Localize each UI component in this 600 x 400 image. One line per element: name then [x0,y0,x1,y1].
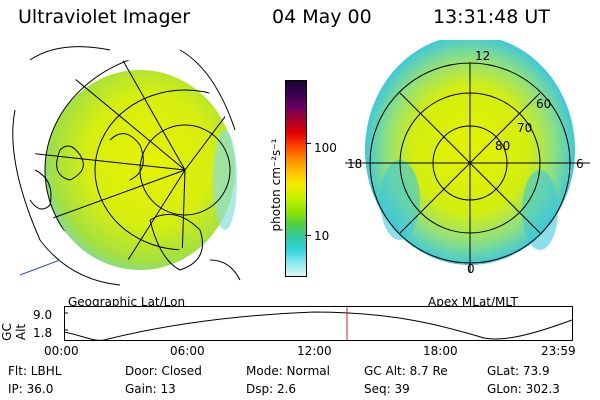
mlt-label-6: 6 [576,157,584,171]
info-glat: GLat: 73.9 [487,364,550,378]
altitude-curve [64,311,573,341]
alt-xtick-1800: 18:00 [423,344,458,358]
info-ip: IP: 36.0 [8,382,54,396]
lat-label-60: 60 [536,97,551,111]
info-glon: GLon: 302.3 [487,382,560,396]
alt-xtick-0600: 06:00 [170,344,205,358]
time-label: 13:31:48 UT [433,6,550,28]
alt-plot-ylabel: GC Alt [0,323,28,341]
colorbar-tick-mark [305,235,311,236]
lat-label-70: 70 [517,121,532,135]
apex-label: Apex MLat/MLT [428,295,518,309]
mlt-label-0: 0 [467,262,475,276]
info-gcalt: GC Alt: 8.7 Re [364,364,448,378]
alt-xtick-0000: 00:00 [44,344,79,358]
geographic-label: Geographic Lat/Lon [68,295,186,309]
alt-xtick-2359: 23:59 [541,344,576,358]
polar-image: 12 18 6 0 60 70 80 [345,40,590,276]
alt-ytick-1-8: 1.8 [33,326,53,340]
geographic-image [12,46,241,286]
alt-xtick-1200: 12:00 [297,344,332,358]
instrument-title: Ultraviolet Imager [18,6,191,28]
mlt-label-12: 12 [475,49,490,63]
info-flt: Flt: LBHL [8,364,62,378]
info-gain: Gain: 13 [125,382,176,396]
info-mode: Mode: Normal [246,364,330,378]
info-seq: Seq: 39 [364,382,410,396]
info-dsp: Dsp: 2.6 [246,382,297,396]
alt-ytick-9: 9.0 [33,308,53,322]
mlt-label-18: 18 [347,157,362,171]
info-door: Door: Closed [125,364,202,378]
colorbar [285,80,307,277]
colorbar-tick-100: 100 [314,141,337,155]
colorbar-tick-10: 10 [314,229,330,243]
altitude-plot [64,306,573,341]
lat-label-80: 80 [495,139,510,153]
date-label: 04 May 00 [272,6,372,28]
colorbar-label: photon cm⁻²s⁻¹ [269,138,283,232]
colorbar-tick-mark [305,143,311,144]
